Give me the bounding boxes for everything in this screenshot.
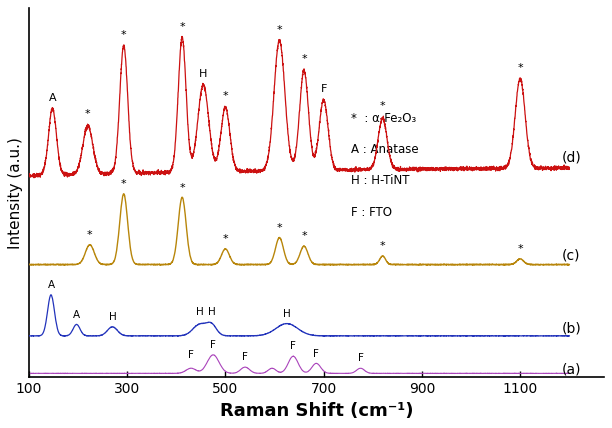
Text: F: F [242, 352, 248, 363]
Y-axis label: Intensity (a.u.): Intensity (a.u.) [9, 137, 23, 249]
Text: *: * [277, 25, 282, 35]
Text: *: * [179, 183, 185, 193]
Text: H: H [108, 312, 116, 322]
Text: A: A [49, 93, 56, 103]
Text: *: * [223, 234, 228, 244]
Text: (b): (b) [562, 321, 581, 335]
Text: F: F [313, 349, 319, 359]
Text: *: * [121, 30, 127, 40]
Text: H: H [199, 69, 207, 79]
Text: (c): (c) [562, 248, 580, 262]
Text: F: F [210, 340, 216, 350]
Text: F: F [188, 350, 194, 360]
Text: H : H-TiNT: H : H-TiNT [351, 174, 409, 187]
Text: *: * [380, 101, 386, 111]
Text: *: * [223, 92, 228, 101]
Text: A : Anatase: A : Anatase [351, 143, 419, 156]
Text: F: F [290, 342, 296, 351]
Text: (d): (d) [562, 151, 581, 165]
Text: *: * [301, 231, 307, 241]
Text: H: H [283, 309, 291, 319]
Text: *: * [517, 244, 523, 254]
Text: A: A [73, 309, 80, 320]
Text: *  : α-Fe₂O₃: * : α-Fe₂O₃ [351, 112, 416, 125]
Text: H: H [207, 307, 215, 318]
Text: (a): (a) [562, 363, 581, 377]
Text: *: * [380, 241, 386, 251]
Text: A: A [48, 280, 54, 290]
Text: *: * [121, 179, 127, 189]
Text: F : FTO: F : FTO [351, 206, 392, 219]
Text: *: * [179, 22, 185, 32]
Text: H: H [196, 307, 204, 318]
Text: *: * [517, 63, 523, 73]
X-axis label: Raman Shift (cm⁻¹): Raman Shift (cm⁻¹) [220, 401, 413, 420]
Text: F: F [321, 84, 327, 94]
Text: *: * [301, 54, 307, 64]
Text: F: F [357, 354, 364, 363]
Text: *: * [87, 230, 92, 240]
Text: *: * [85, 110, 91, 119]
Text: *: * [277, 223, 282, 233]
